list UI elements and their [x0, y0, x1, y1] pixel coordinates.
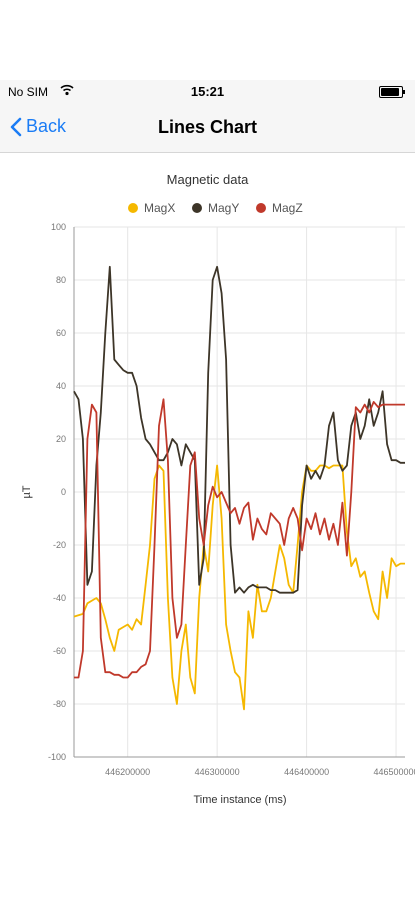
- y-axis-label: µT: [21, 485, 33, 498]
- legend-label-magz: MagZ: [272, 201, 303, 215]
- x-tick-label: 446300000: [195, 767, 240, 777]
- navigation-bar: Back Lines Chart: [0, 102, 415, 153]
- status-bar: No SIM 15:21: [0, 80, 415, 102]
- series-line-magz: [74, 398, 405, 679]
- x-axis-label: Time instance (ms): [193, 794, 286, 806]
- x-tick-label: 446200000: [105, 767, 150, 777]
- legend-label-magx: MagX: [144, 201, 176, 215]
- line-chart: 100 80 60 40 20 0 -20 -40 -60 -80 -100 446200000 446…: [21, 222, 415, 806]
- battery-icon: [379, 86, 405, 98]
- legend-item-magz: MagZ: [256, 201, 303, 215]
- chart-axes: 100 80 60 40 20 0 -20 -40 -60 -80 -100 446200000 446…: [48, 222, 415, 777]
- legend-swatch-magx: [128, 203, 138, 213]
- y-tick-label: 20: [56, 434, 66, 444]
- chart-title: Magnetic data: [166, 172, 249, 187]
- legend-swatch-magy: [192, 203, 202, 213]
- status-time: 15:21: [190, 84, 225, 99]
- y-tick-label: -80: [53, 699, 66, 709]
- page-title: Lines Chart: [157, 117, 258, 137]
- back-button-label: Back: [26, 116, 67, 136]
- legend-label-magy: MagY: [208, 201, 240, 215]
- y-tick-label: 100: [51, 222, 66, 232]
- back-button[interactable]: Back: [10, 116, 66, 137]
- top-blank-area: [0, 0, 415, 80]
- series-line-magx: [73, 464, 405, 711]
- legend-item-magy: MagY: [192, 201, 239, 215]
- y-tick-label: 80: [56, 275, 66, 285]
- legend-item-magx: MagX: [128, 201, 175, 215]
- y-tick-label: -40: [53, 593, 66, 603]
- chevron-left-icon: [10, 117, 22, 136]
- chart-grid: [74, 226, 405, 758]
- chart-legend: MagX MagY MagZ: [128, 200, 306, 218]
- y-tick-label: 60: [56, 328, 66, 338]
- carrier-label: No SIM: [8, 85, 49, 99]
- y-tick-label: 0: [61, 487, 66, 497]
- series-line-magy: [73, 265, 405, 594]
- y-tick-label: -100: [48, 752, 66, 762]
- y-tick-label: -60: [53, 646, 66, 656]
- x-tick-label: 446400000: [284, 767, 329, 777]
- y-tick-label: 40: [56, 381, 66, 391]
- legend-swatch-magz: [256, 203, 266, 213]
- wifi-icon: [60, 84, 74, 96]
- x-tick-label: 446500000: [374, 767, 415, 777]
- y-tick-label: -20: [53, 540, 66, 550]
- chart-series: [73, 265, 405, 711]
